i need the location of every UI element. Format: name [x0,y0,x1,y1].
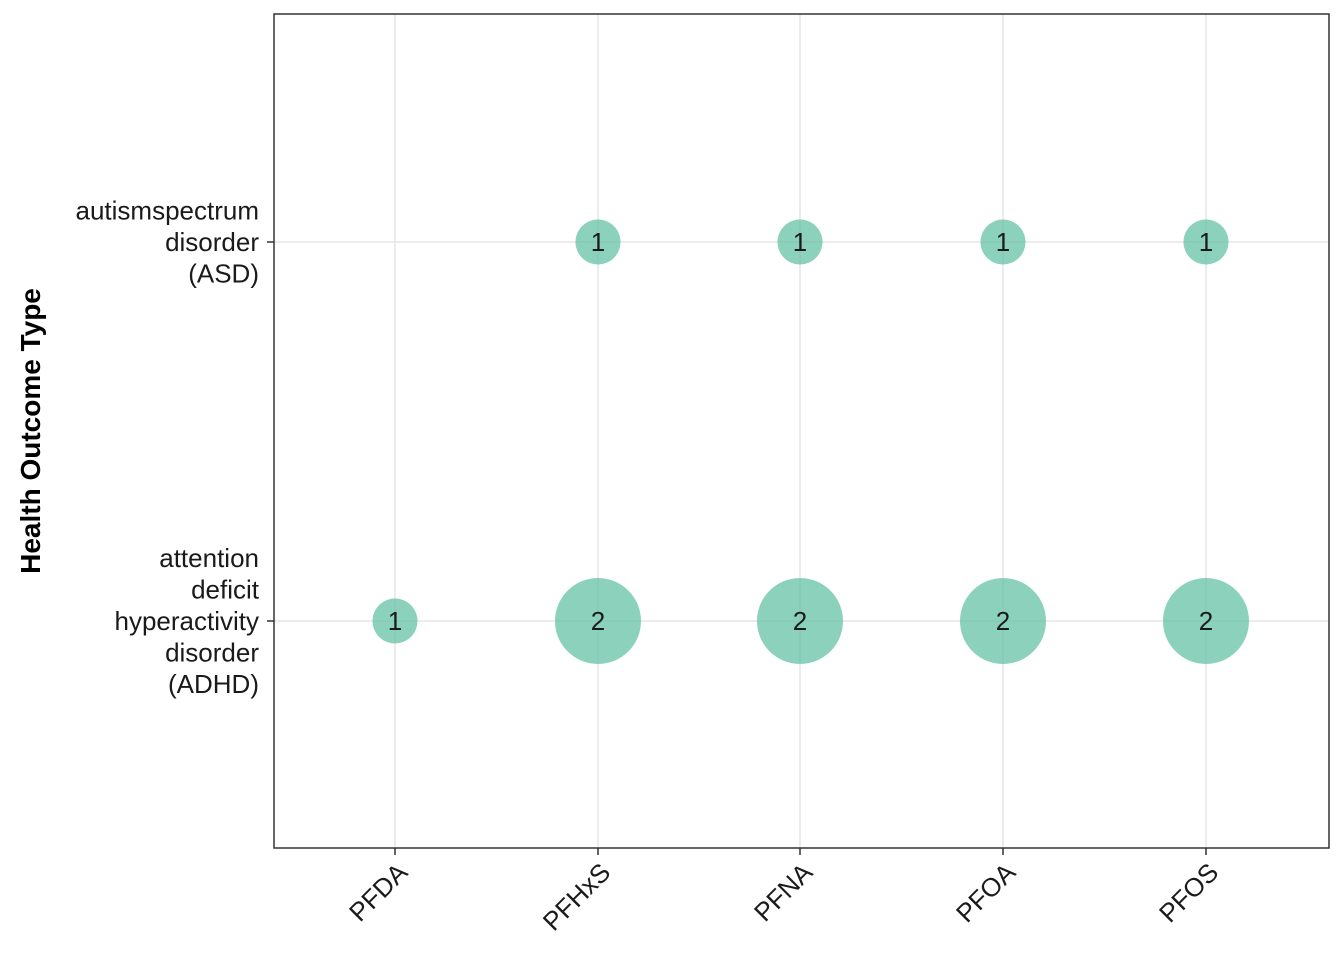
bubble-point [980,219,1026,265]
x-axis-tick-labels: PFDA PFHxS PFNA PFOA PFOS [343,857,1224,937]
bubble-count-label: 1 [388,606,402,636]
y-tick-label-line: attention [159,543,259,573]
y-axis-tick-labels: attention deficit hyperactivity disorder (AD… [76,196,260,700]
x-tick-label: PFDA [343,857,414,928]
bubble-point [777,219,823,265]
plot-panel [273,13,1330,849]
bubble-count-label: 1 [1199,227,1213,257]
y-axis-title: Health Outcome Type [15,288,46,574]
bubble-count-label: 1 [591,227,605,257]
y-tick-label-line: autismspectrum [76,196,260,226]
x-tick-label: PFOA [950,857,1022,929]
y-tick-label-line: disorder [165,227,259,257]
bubble-count-label: 2 [793,606,807,636]
bubble-point [1183,219,1229,265]
y-tick-label-line: (ASD) [188,259,259,289]
bubble-count-label: 1 [996,227,1010,257]
y-tick-label-line: (ADHD) [168,669,259,699]
y-tick-label: attention deficit hyperactivity disorder (AD… [115,543,260,699]
x-tick-label: PFOS [1153,857,1224,928]
bubble-count-label: 2 [591,606,605,636]
bubble-point [960,578,1046,664]
bubble-count-label: 1 [793,227,807,257]
bubble-count-label: 2 [1199,606,1213,636]
bubble-point [1163,578,1249,664]
axis-ticks [267,241,1207,855]
bubbles: 1 2 2 2 2 1 1 1 1 [372,219,1249,664]
bubble-point [555,578,641,664]
bubble-count-label: 2 [996,606,1010,636]
y-tick-label: autismspectrum disorder (ASD) [76,196,260,289]
y-tick-label-line: disorder [165,638,259,668]
grid-lines [274,14,1329,848]
bubble-point [757,578,843,664]
bubble-point [372,598,418,644]
y-tick-label-line: hyperactivity [115,606,260,636]
y-tick-label-line: deficit [191,575,260,605]
bubble-point [575,219,621,265]
x-tick-label: PFHxS [537,857,616,936]
x-tick-label: PFNA [748,857,819,928]
